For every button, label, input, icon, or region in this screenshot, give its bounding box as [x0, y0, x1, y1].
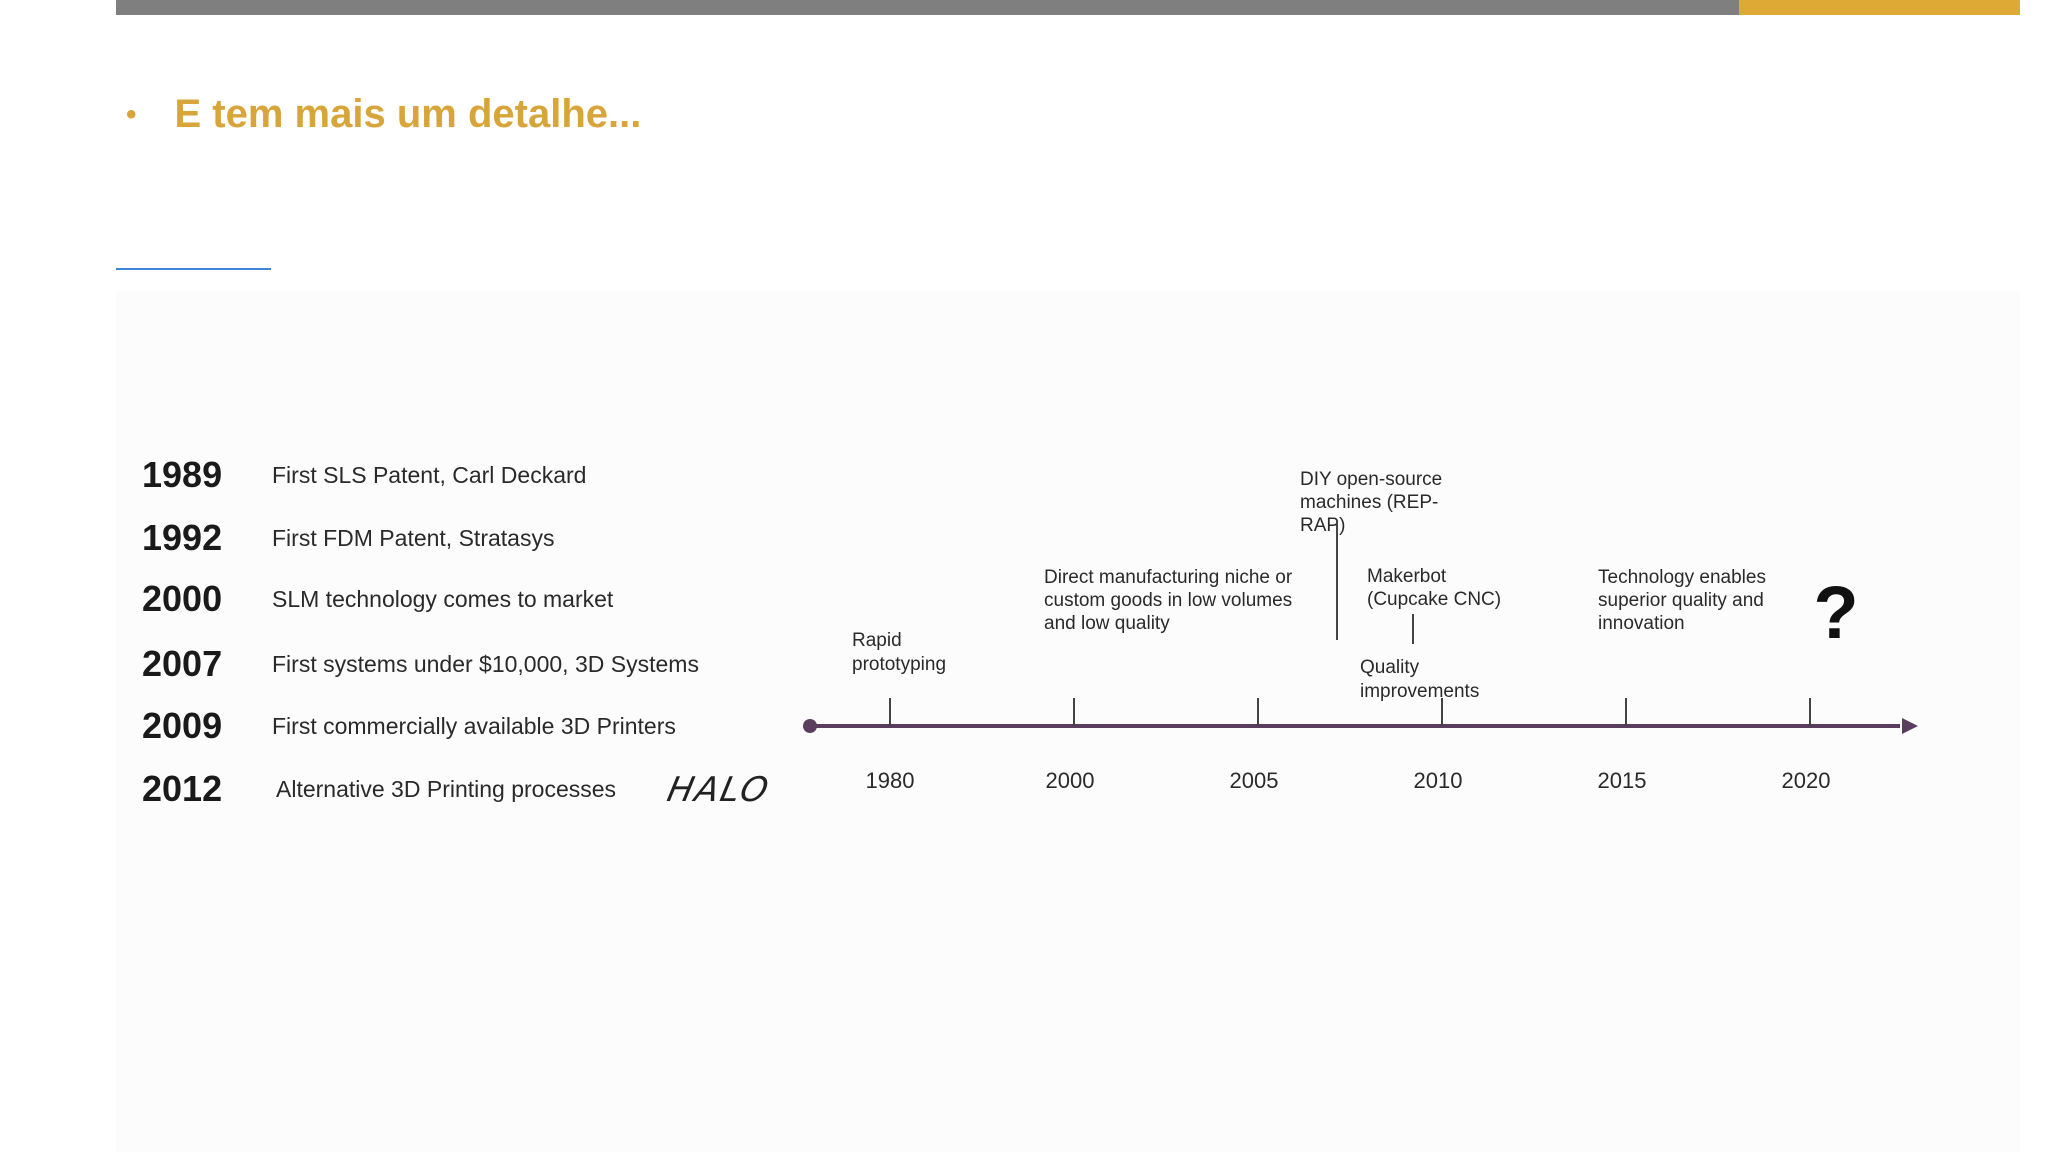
- milestone-year: 2000: [142, 578, 223, 619]
- top-accent-bar: [116, 0, 2020, 15]
- slide-title-text: E tem mais um detalhe...: [174, 92, 642, 136]
- milestone-text: First FDM Patent, Stratasys: [272, 524, 555, 551]
- milestone-year: 2007: [142, 643, 223, 684]
- milestone-year: 1989: [142, 454, 223, 495]
- milestone-row: 2009 First commercially available 3D Pri…: [142, 705, 802, 746]
- top-bar-gray-segment: [116, 0, 1739, 15]
- slide-title: • E tem mais um detalhe...: [126, 92, 641, 137]
- milestone-year: 2009: [142, 705, 223, 746]
- milestone-year: 1992: [142, 517, 223, 558]
- milestone-row: 1992 First FDM Patent, Stratasys: [142, 517, 802, 558]
- milestone-row: 2012 Alternative 3D Printing processes: [142, 768, 802, 809]
- top-bar-gold-segment: [1739, 0, 2020, 15]
- figure-area: [116, 290, 2020, 1152]
- milestone-row: 2007 First systems under $10,000, 3D Sys…: [142, 643, 802, 684]
- milestone-row: 2000 SLM technology comes to market: [142, 578, 802, 619]
- milestone-text: First commercially available 3D Printers: [272, 712, 676, 739]
- milestone-text: First systems under $10,000, 3D Systems: [272, 650, 699, 677]
- milestone-text: First SLS Patent, Carl Deckard: [272, 461, 587, 488]
- milestone-text: SLM technology comes to market: [272, 585, 614, 612]
- milestone-row: 1989 First SLS Patent, Carl Deckard: [142, 454, 802, 495]
- milestone-year: 2012: [142, 768, 223, 809]
- blue-accent-line: [116, 268, 271, 270]
- milestone-text: Alternative 3D Printing processes: [276, 775, 617, 802]
- halo-logo: HALO: [663, 770, 774, 810]
- bullet-icon: •: [126, 97, 137, 131]
